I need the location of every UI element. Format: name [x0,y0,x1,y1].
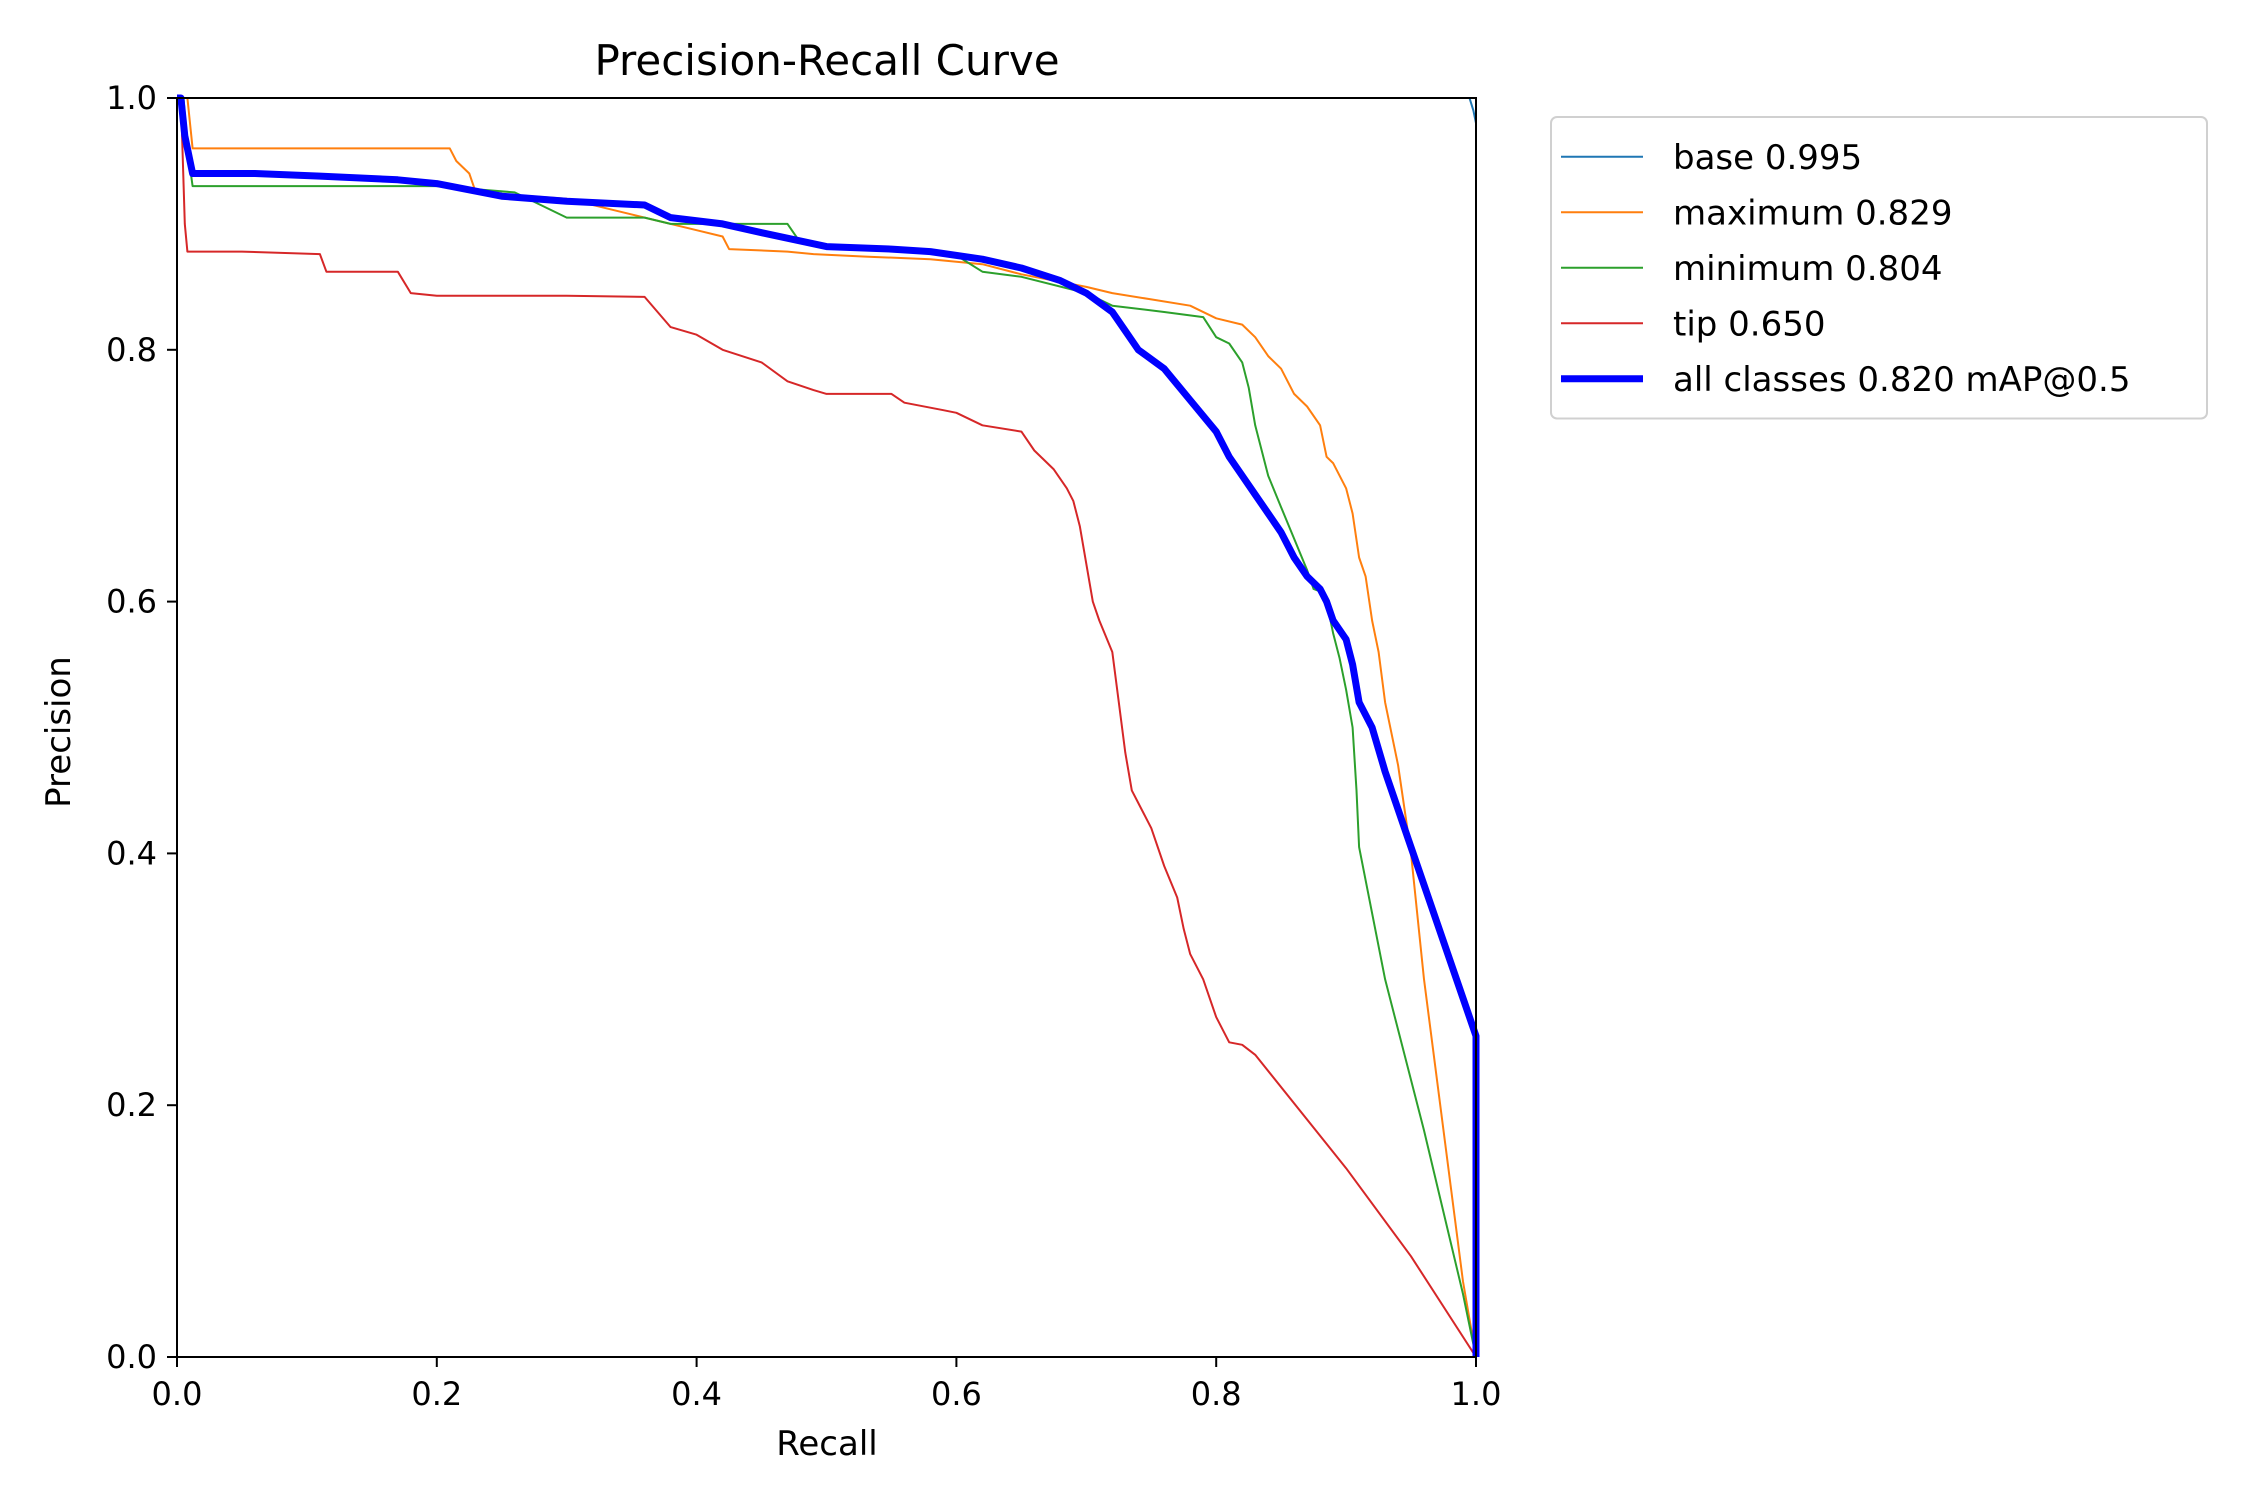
legend: base 0.995 maximum 0.829 minimum 0.804 tip … [1550,116,2208,420]
legend-box [1550,116,2208,420]
axes: 0.0 0.2 0.4 0.6 0.8 1.0 0.0 0.2 0.4 0.6 0.8 1.0 [106,79,1501,1413]
legend-label-0: base 0.995 [1673,138,1862,178]
y-tick-label: 1.0 [106,79,157,117]
series-line-3 [177,97,1477,1358]
x-tick-label: 0.4 [671,1375,722,1413]
legend-label-3: tip 0.650 [1673,304,1826,344]
y-tick-label: 0.2 [106,1086,157,1124]
x-tick-label: 0.8 [1191,1375,1242,1413]
chart-title: Precision-Recall Curve [594,36,1059,85]
y-tick-label: 0.0 [106,1338,157,1376]
x-tick-label: 0.6 [931,1375,982,1413]
legend-label-4: all classes 0.820 mAP@0.5 [1673,360,2130,400]
series-line-2 [177,97,1477,1358]
y-tick-label: 0.8 [106,331,157,369]
y-axis-title: Precision [39,656,79,808]
legend-label-1: maximum 0.829 [1673,193,1952,233]
x-tick-label: 1.0 [1451,1375,1502,1413]
y-tick-label: 0.4 [106,834,157,872]
x-tick-label: 0.0 [152,1375,203,1413]
x-tick-label: 0.2 [411,1375,462,1413]
series-line-4 [177,94,1480,1357]
axes-frame [176,97,1477,1358]
y-tick-label: 0.6 [106,583,157,621]
x-axis-title: Recall [776,1424,877,1464]
legend-label-2: minimum 0.804 [1673,249,1943,289]
